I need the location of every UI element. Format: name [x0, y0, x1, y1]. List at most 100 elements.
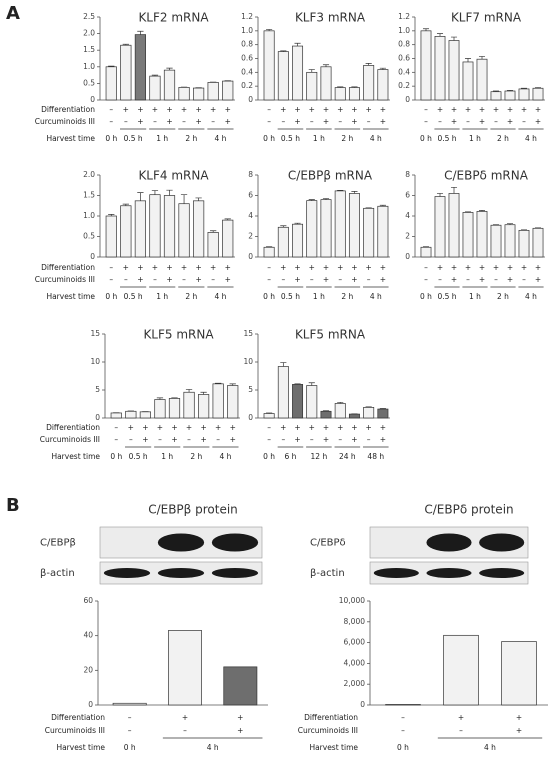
error-bar: [108, 65, 115, 67]
y-tick-label: 2.5: [83, 12, 95, 21]
bar: [348, 193, 360, 258]
error-bar: [137, 30, 144, 35]
y-tick-label: 2: [248, 232, 253, 241]
harvest-time: 0 h: [263, 292, 275, 301]
bar: [277, 366, 289, 419]
error-bar: [294, 383, 301, 385]
condition-sign: +: [465, 105, 471, 114]
y-tick-label: 2.0: [83, 170, 95, 179]
condition-sign: +: [366, 263, 372, 272]
bar: [178, 87, 190, 101]
error-bar: [195, 197, 202, 201]
condition-sign: +: [142, 423, 148, 432]
error-bar: [171, 397, 178, 399]
condition-sign: +: [137, 117, 143, 126]
error-bar: [137, 192, 144, 201]
bar: [434, 36, 446, 101]
harvest-time: 2 h: [190, 452, 202, 461]
condition-sign: –: [338, 117, 342, 126]
condition-sign: +: [294, 105, 300, 114]
condition-sign: –: [153, 275, 157, 284]
bar: [149, 75, 161, 101]
condition-sign: –: [310, 435, 314, 444]
row-label: Harvest time: [309, 743, 358, 752]
condition-sign: –: [211, 275, 215, 284]
bar: [377, 69, 389, 101]
bar: [504, 224, 516, 258]
error-bar: [266, 246, 273, 248]
harvest-time: 1 h: [313, 292, 325, 301]
error-bar: [478, 210, 486, 212]
condition-sign: +: [280, 263, 286, 272]
condition-sign: –: [129, 435, 133, 444]
condition-sign: –: [267, 263, 271, 272]
condition-sign: +: [366, 105, 372, 114]
row-label: Differentiation: [51, 713, 105, 722]
error-bar: [180, 194, 188, 204]
bar: [363, 407, 375, 419]
condition-sign: +: [507, 117, 513, 126]
error-bar: [294, 222, 301, 225]
condition-sign: –: [459, 726, 463, 735]
harvest-time: 0 h: [397, 743, 409, 752]
bar: [462, 212, 474, 258]
harvest-time: 4 h: [214, 134, 226, 143]
condition-sign: +: [493, 263, 499, 272]
blot-band: [373, 568, 419, 578]
y-tick-label: 0: [248, 252, 253, 261]
bar: [443, 634, 479, 706]
bar: [320, 199, 332, 258]
error-bar: [266, 412, 273, 414]
row-label: Harvest time: [51, 452, 100, 461]
condition-sign: +: [225, 117, 231, 126]
bar: [139, 411, 151, 419]
condition-sign: +: [479, 117, 485, 126]
condition-sign: +: [337, 423, 343, 432]
condition-sign: +: [507, 275, 513, 284]
condition-sign: –: [338, 275, 342, 284]
y-tick-label: 8: [405, 170, 410, 179]
bar: [363, 65, 375, 101]
error-bar: [122, 43, 129, 46]
harvest-time: 0.5 h: [437, 292, 456, 301]
condition-sign: +: [437, 263, 443, 272]
condition-sign: +: [323, 263, 329, 272]
condition-sign: –: [109, 275, 113, 284]
y-tick-label: 4: [405, 211, 410, 220]
bar: [263, 246, 275, 258]
condition-sign: –: [401, 726, 405, 735]
harvest-time: 2 h: [341, 292, 353, 301]
bar: [134, 34, 146, 101]
bar: [420, 30, 432, 101]
bar: [223, 666, 258, 706]
y-tick-label: 1.0: [398, 26, 410, 35]
condition-sign: +: [200, 435, 206, 444]
bar: [420, 246, 432, 258]
condition-sign: +: [479, 263, 485, 272]
condition-sign: +: [535, 275, 541, 284]
condition-sign: +: [210, 105, 216, 114]
condition-sign: +: [137, 275, 143, 284]
bar: [222, 80, 234, 101]
condition-sign: –: [267, 275, 271, 284]
condition-sign: +: [380, 105, 386, 114]
harvest-time: 4 h: [370, 134, 382, 143]
row-label: Harvest time: [56, 743, 105, 752]
blot-label: β-actin: [310, 568, 345, 579]
y-tick-label: 0.6: [241, 54, 253, 63]
error-bar: [492, 90, 500, 92]
y-tick-label: 8,000: [344, 617, 366, 626]
condition-sign: –: [153, 117, 157, 126]
harvest-time: 24 h: [339, 452, 356, 461]
harvest-time: 4 h: [207, 743, 219, 752]
bar: [154, 399, 166, 419]
bar: [222, 219, 234, 258]
bar: [334, 403, 346, 419]
error-bar: [520, 87, 528, 89]
condition-sign: –: [522, 117, 526, 126]
condition-sign: +: [351, 105, 357, 114]
y-tick-label: 15: [90, 329, 100, 338]
condition-sign: –: [109, 105, 113, 114]
harvest-time: 4 h: [525, 292, 537, 301]
bar: [490, 224, 502, 258]
